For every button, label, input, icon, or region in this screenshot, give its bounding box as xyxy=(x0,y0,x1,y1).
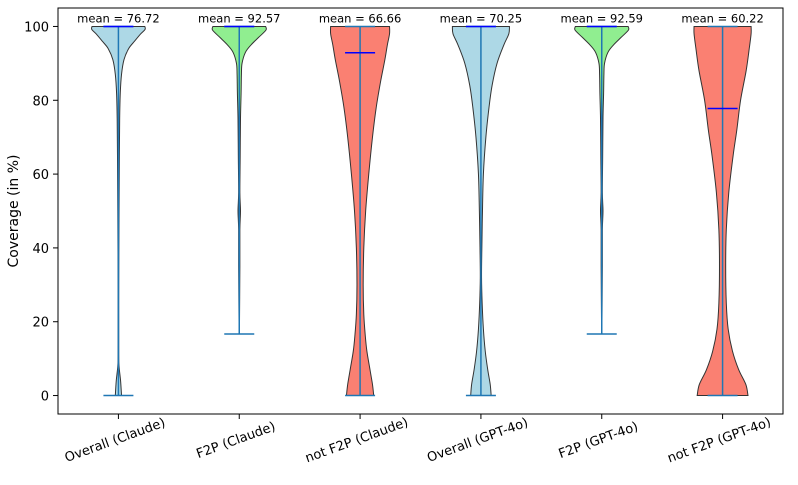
violins-group xyxy=(91,25,752,397)
y-tick-label: 100 xyxy=(24,20,49,35)
y-tick-label: 80 xyxy=(32,94,49,109)
mean-label-f2p-gpt-4o: mean = 92.59 xyxy=(561,11,643,25)
y-tick-label: 0 xyxy=(41,390,49,405)
x-tick-label-not-f2p-claude: not F2P (Claude) xyxy=(303,415,410,466)
x-tick-label-overall-gpt-4o: Overall (GPT-4o) xyxy=(425,415,530,465)
mean-label-overall-claude: mean = 76.72 xyxy=(77,11,159,25)
x-tick-label-not-f2p-gpt-4o: not F2P (GPT-4o) xyxy=(666,415,773,466)
plot-frame xyxy=(57,7,784,415)
x-tick-label-f2p-claude: F2P (Claude) xyxy=(194,419,277,461)
x-tick-label-f2p-gpt-4o: F2P (GPT-4o) xyxy=(557,419,641,462)
mean-label-not-f2p-gpt-4o: mean = 60.22 xyxy=(681,11,763,25)
mean-label-f2p-claude: mean = 92.57 xyxy=(198,11,280,25)
y-tick-label: 40 xyxy=(32,242,49,257)
y-tick-label: 60 xyxy=(32,168,49,183)
x-axis: Overall (Claude) F2P (Claude) not F2P (Cla… xyxy=(63,414,773,466)
whiskers-group xyxy=(103,25,738,397)
mean-label-overall-gpt-4o: mean = 70.25 xyxy=(440,11,522,25)
x-tick-label-overall-claude: Overall (Claude) xyxy=(63,416,168,466)
y-tick-label: 20 xyxy=(32,316,49,331)
y-axis: 0 20 40 60 80 100 xyxy=(24,20,58,405)
mean-label-not-f2p-claude: mean = 66.66 xyxy=(319,11,401,25)
y-axis-label: Coverage (in %) xyxy=(6,155,22,268)
mean-labels-group: mean = 76.72 mean = 92.57 mean = 66.66 mean… xyxy=(77,11,764,25)
